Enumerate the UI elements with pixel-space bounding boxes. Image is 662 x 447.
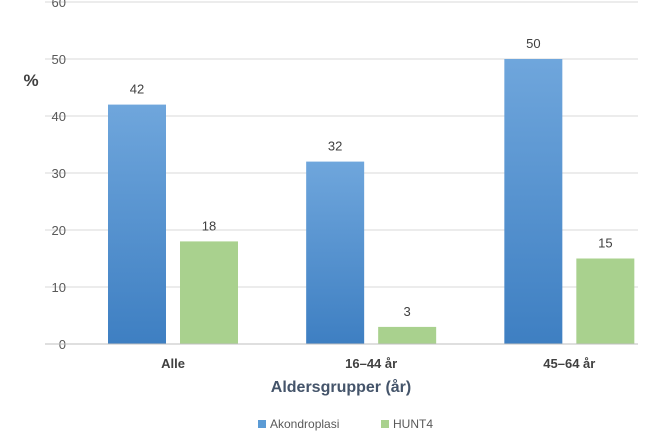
x-axis-label: Aldersgrupper (år) bbox=[271, 378, 411, 396]
legend-swatch-akondroplasi bbox=[258, 420, 266, 428]
x-tick-label: 16–44 år bbox=[345, 356, 397, 371]
bars bbox=[108, 59, 635, 344]
y-tick-label: 60 bbox=[52, 0, 66, 10]
y-axis-label: % bbox=[23, 71, 38, 90]
x-tick-label: 45–64 år bbox=[543, 356, 595, 371]
y-tick-label: 50 bbox=[52, 52, 66, 67]
bar-hunt4-0 bbox=[180, 241, 238, 344]
bar-hunt4-1 bbox=[378, 326, 437, 344]
bar-akondroplasi-2 bbox=[504, 59, 563, 344]
data-label: 15 bbox=[598, 236, 612, 251]
y-tick-label: 30 bbox=[52, 166, 66, 181]
bar-akondroplasi-0 bbox=[108, 104, 166, 344]
y-tick-label: 20 bbox=[52, 223, 66, 238]
data-label: 18 bbox=[202, 218, 216, 233]
legend-label-akondroplasi: Akondroplasi bbox=[270, 417, 339, 431]
legend: Akondroplasi HUNT4 bbox=[258, 417, 433, 431]
y-axis-ticks: 0102030405060 bbox=[52, 0, 66, 352]
data-label: 32 bbox=[328, 139, 342, 154]
bar-akondroplasi-1 bbox=[306, 161, 365, 344]
y-tick-label: 40 bbox=[52, 109, 66, 124]
data-labels: 42 18 32 3 50 15 bbox=[130, 36, 613, 319]
data-label: 42 bbox=[130, 82, 144, 97]
y-tick-label: 10 bbox=[52, 280, 66, 295]
data-label: 3 bbox=[404, 304, 411, 319]
legend-swatch-hunt4 bbox=[381, 420, 389, 428]
legend-label-hunt4: HUNT4 bbox=[393, 417, 433, 431]
data-label: 50 bbox=[526, 36, 540, 51]
x-axis-ticks: Alle 16–44 år 45–64 år bbox=[161, 356, 595, 371]
bar-hunt4-2 bbox=[576, 258, 635, 344]
x-tick-label: Alle bbox=[161, 356, 185, 371]
